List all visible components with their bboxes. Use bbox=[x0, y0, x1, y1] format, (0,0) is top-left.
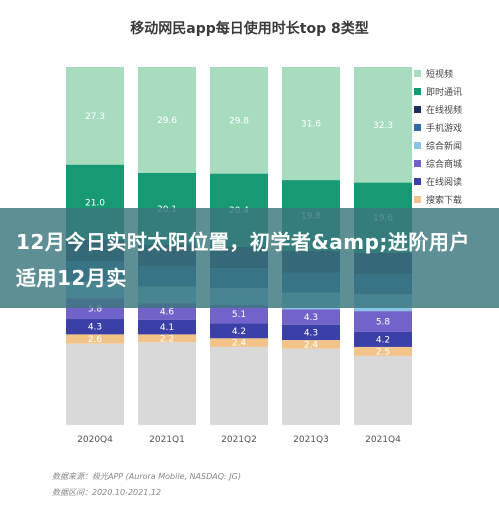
data-label-2021Q4-短视频: 32.3 bbox=[373, 121, 393, 131]
data-label-2021Q4-综合商城: 5.8 bbox=[376, 318, 391, 328]
data-label-2020Q4-短视频: 27.3 bbox=[85, 112, 105, 122]
legend-label-综合商城: 综合商城 bbox=[426, 158, 462, 170]
data-label-2021Q3-在线阅读: 4.3 bbox=[304, 328, 318, 338]
data-label-2021Q3-短视频: 31.6 bbox=[301, 120, 321, 130]
data-label-2021Q4-搜索下载: 2.5 bbox=[376, 347, 390, 357]
x-tick-label: 2021Q2 bbox=[221, 435, 257, 445]
overlay-headline: 12月今日实时太阳位置，初学者&amp;进阶用户适用12月实 bbox=[16, 230, 470, 290]
data-label-2020Q4-综合商城: 5.8 bbox=[88, 305, 103, 315]
bar-segment-2021Q3-其他 bbox=[282, 348, 340, 425]
bar-segment-2021Q3-综合商城 bbox=[282, 309, 340, 325]
legend-swatch-即时通讯 bbox=[414, 88, 421, 95]
legend-swatch-搜索下载 bbox=[414, 196, 421, 203]
x-tick-label: 2020Q4 bbox=[77, 435, 113, 445]
bar-segment-2020Q4-其他 bbox=[66, 343, 124, 425]
data-label-2021Q2-综合商城: 5.1 bbox=[232, 310, 246, 320]
legend-label-短视频: 短视频 bbox=[426, 68, 453, 80]
data-label-2021Q1-搜索下载: 2.2 bbox=[160, 334, 174, 344]
bar-segment-2021Q4-短视频 bbox=[354, 67, 412, 183]
legend-swatch-在线阅读 bbox=[414, 178, 421, 185]
bar-segment-2021Q4-综合商城 bbox=[354, 311, 412, 332]
data-label-2021Q4-在线阅读: 4.2 bbox=[376, 335, 390, 345]
bar-segment-2021Q4-其他 bbox=[354, 355, 412, 425]
x-axis-ticks: 2020Q4 2021Q1 2021Q2 2021Q3 2021Q4 bbox=[77, 435, 401, 445]
bar-segment-2021Q2-短视频 bbox=[210, 67, 268, 174]
legend-label-搜索下载: 搜索下载 bbox=[426, 194, 462, 206]
data-label-2021Q2-在线阅读: 4.2 bbox=[232, 327, 246, 337]
data-label-2021Q2-搜索下载: 2.4 bbox=[232, 339, 247, 349]
x-tick-label: 2021Q1 bbox=[149, 435, 185, 445]
bar-segment-2021Q3-在线阅读 bbox=[282, 324, 340, 341]
bar-segment-2021Q3-短视频 bbox=[282, 67, 340, 181]
legend-label-在线阅读: 在线阅读 bbox=[426, 176, 462, 188]
overlay-banner: 12月今日实时太阳位置，初学者&amp;进阶用户适用12月实 bbox=[0, 208, 499, 308]
data-label-2021Q3-搜索下载: 2.4 bbox=[304, 340, 319, 350]
legend-swatch-综合新闻 bbox=[414, 142, 421, 149]
legend-swatch-手机游戏 bbox=[414, 124, 421, 131]
bar-segment-2021Q1-在线阅读 bbox=[138, 319, 196, 335]
bar-segment-2021Q1-短视频 bbox=[138, 67, 196, 173]
bar-segment-2021Q2-其他 bbox=[210, 346, 268, 425]
data-label-2021Q3-综合商城: 4.3 bbox=[304, 313, 318, 323]
bar-segment-2020Q4-在线阅读 bbox=[66, 319, 124, 335]
data-label-2021Q1-在线阅读: 4.1 bbox=[160, 323, 174, 333]
bar-segment-2021Q1-搜索下载 bbox=[138, 334, 196, 343]
data-label-2020Q4-即时通讯: 21.0 bbox=[85, 198, 105, 208]
bar-segment-2020Q4-搜索下载 bbox=[66, 334, 124, 344]
data-label-2021Q1-短视频: 29.6 bbox=[157, 116, 177, 126]
bar-segment-2020Q4-短视频 bbox=[66, 67, 124, 165]
bar-segment-2021Q1-其他 bbox=[138, 342, 196, 425]
bar-segment-2021Q3-搜索下载 bbox=[282, 340, 340, 349]
legend-swatch-短视频 bbox=[414, 70, 421, 77]
legend-label-即时通讯: 即时通讯 bbox=[426, 86, 462, 98]
legend-label-在线视频: 在线视频 bbox=[426, 104, 462, 116]
legend-label-手机游戏: 手机游戏 bbox=[426, 122, 462, 134]
data-label-2021Q1-综合商城: 4.6 bbox=[160, 308, 175, 318]
legend-swatch-在线视频 bbox=[414, 106, 421, 113]
source-note: 数据来源：极光APP (Aurora Mobile, NASDAQ: JG) bbox=[52, 472, 241, 481]
bar-segment-2021Q4-在线阅读 bbox=[354, 331, 412, 347]
chart-title: 移动网民app每日使用时长top 8类型 bbox=[130, 21, 369, 37]
legend-label-综合新闻: 综合新闻 bbox=[426, 140, 462, 152]
x-tick-label: 2021Q4 bbox=[365, 435, 401, 445]
data-label-2020Q4-搜索下载: 2.6 bbox=[88, 335, 103, 345]
bar-segment-2021Q2-在线阅读 bbox=[210, 323, 268, 339]
legend-swatch-综合商城 bbox=[414, 160, 421, 167]
data-range-note: 数据区间：2020.10-2021.12 bbox=[52, 488, 162, 497]
x-tick-label: 2021Q3 bbox=[293, 435, 329, 445]
bar-segment-2021Q2-搜索下载 bbox=[210, 338, 268, 347]
bar-segment-2021Q4-搜索下载 bbox=[354, 346, 412, 356]
bar-segment-2021Q2-综合商城 bbox=[210, 305, 268, 324]
data-label-2020Q4-在线阅读: 4.3 bbox=[88, 323, 102, 333]
data-label-2021Q2-短视频: 29.8 bbox=[229, 116, 249, 126]
